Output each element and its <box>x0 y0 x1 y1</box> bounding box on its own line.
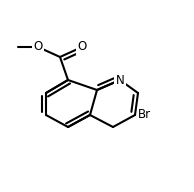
Text: O: O <box>77 41 87 54</box>
Text: Br: Br <box>138 108 151 122</box>
Text: N: N <box>116 74 124 87</box>
Text: O: O <box>33 41 43 54</box>
